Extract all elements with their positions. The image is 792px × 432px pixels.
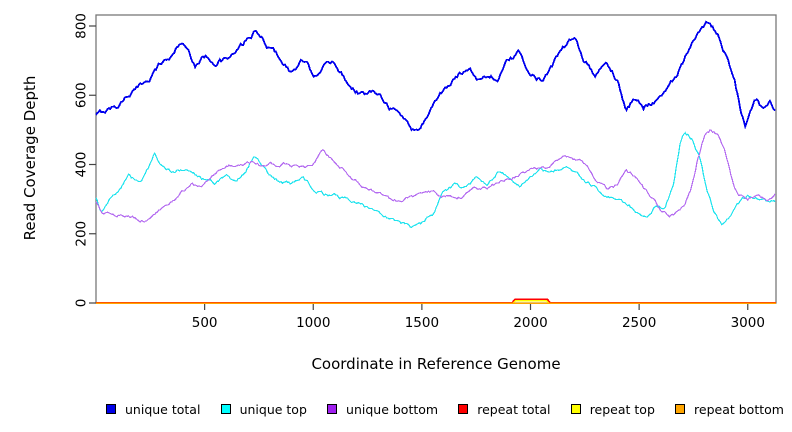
unique-total-swatch-icon <box>106 404 116 414</box>
legend-item-unique-top: unique top <box>220 401 307 417</box>
svg-text:800: 800 <box>74 13 90 39</box>
legend-label: unique total <box>125 401 201 417</box>
legend-item-unique-bottom: unique bottom <box>327 402 438 417</box>
svg-text:2500: 2500 <box>622 315 656 331</box>
repeat-top-swatch-icon <box>570 404 581 414</box>
svg-text:0: 0 <box>74 299 90 308</box>
svg-text:600: 600 <box>74 82 90 108</box>
legend: unique total unique top unique bottom re… <box>0 399 792 419</box>
legend-label: repeat top <box>589 401 655 417</box>
legend-label: unique bottom <box>346 401 439 417</box>
x-axis-label: Coordinate in Reference Genome <box>311 355 561 373</box>
unique-bottom-swatch-icon <box>327 404 338 414</box>
svg-text:400: 400 <box>74 152 90 178</box>
legend-item-repeat-total: repeat total <box>458 401 551 417</box>
unique-top-swatch-icon <box>220 404 231 414</box>
svg-text:2000: 2000 <box>513 315 547 331</box>
legend-item-unique-total: unique total <box>106 402 200 417</box>
svg-text:1000: 1000 <box>296 315 330 331</box>
svg-text:3000: 3000 <box>731 315 765 331</box>
repeat-total-swatch-icon <box>458 404 469 414</box>
svg-text:1500: 1500 <box>405 315 439 331</box>
legend-label: repeat total <box>477 401 551 417</box>
coverage-chart: 500 1000 1500 2000 2500 3000 0 200 400 600 800 <box>74 13 777 331</box>
legend-item-repeat-bottom: repeat bottom <box>675 402 784 417</box>
legend-item-repeat-top: repeat top <box>570 401 655 417</box>
y-axis-label: Read Coverage Depth <box>21 75 39 241</box>
legend-label: repeat bottom <box>694 401 784 417</box>
svg-text:500: 500 <box>192 315 218 331</box>
repeat-bottom-swatch-icon <box>675 404 686 414</box>
svg-text:200: 200 <box>74 221 90 247</box>
legend-label: unique top <box>239 401 307 417</box>
